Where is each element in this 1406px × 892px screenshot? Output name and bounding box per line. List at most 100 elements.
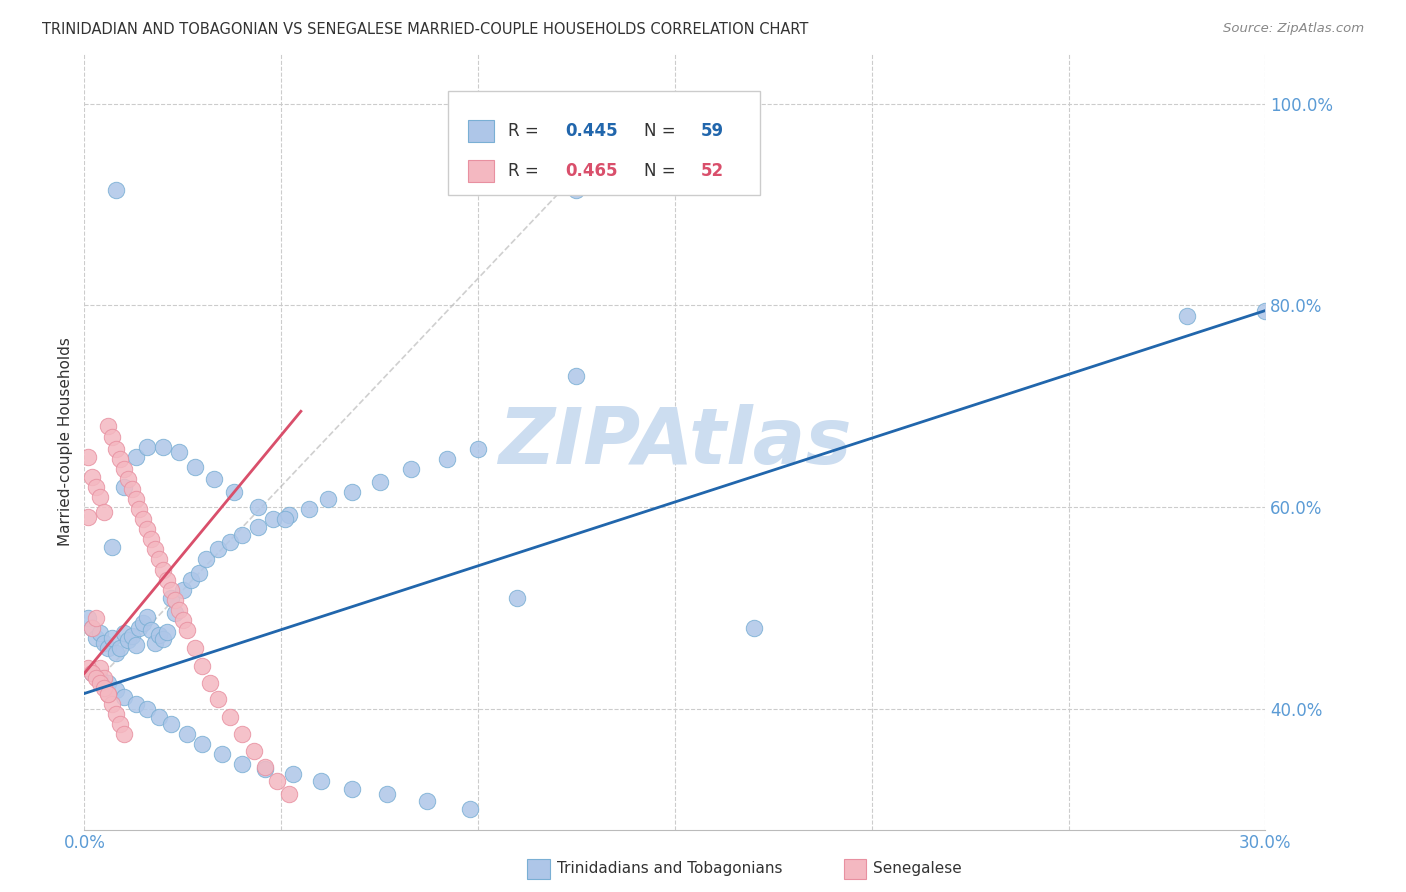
Point (124, 450, 146, 464)
Point (101, 429, 124, 443)
Point (101, 541, 124, 555)
Point (506, 591, 529, 605)
Point (742, 621, 765, 635)
Point (82, 621, 104, 635)
Point (84, 480, 107, 494)
Point (1175, 309, 1198, 323)
Point (101, 697, 124, 711)
Point (298, 502, 321, 516)
Point (101, 631, 124, 645)
Point (368, 475, 391, 489)
Point (93, 636, 115, 650)
Point (82, 666, 104, 681)
Point (112, 727, 135, 741)
Point (172, 613, 194, 627)
Point (340, 782, 363, 797)
Point (128, 502, 150, 516)
Point (132, 512, 155, 526)
Point (136, 522, 159, 536)
Point (222, 484, 245, 499)
Point (167, 603, 190, 617)
Point (112, 480, 135, 494)
Point (136, 701, 159, 715)
Point (93, 505, 115, 519)
Point (1254, 303, 1277, 318)
Point (77, 450, 100, 464)
FancyBboxPatch shape (468, 161, 494, 182)
Point (108, 451, 131, 466)
Point (309, 774, 332, 789)
Point (104, 183, 127, 197)
Point (124, 491, 146, 506)
Point (191, 659, 214, 673)
Point (377, 787, 399, 801)
Point (93, 672, 115, 686)
Point (112, 626, 135, 640)
Point (163, 606, 186, 620)
Point (104, 442, 127, 456)
Point (183, 459, 205, 474)
Point (202, 472, 225, 486)
Point (143, 636, 166, 650)
Text: ZIPAtlas: ZIPAtlas (498, 403, 852, 480)
Point (93, 681, 115, 696)
Point (172, 582, 194, 597)
Point (112, 462, 135, 476)
Point (152, 562, 174, 576)
Point (565, 369, 588, 384)
Point (160, 591, 183, 605)
Point (436, 451, 458, 466)
Point (467, 442, 489, 456)
Point (84, 672, 107, 686)
Point (97, 686, 120, 700)
Text: R =: R = (509, 121, 544, 140)
Point (89, 676, 111, 690)
Point (246, 520, 269, 534)
Point (160, 716, 183, 731)
Point (242, 744, 264, 758)
Point (274, 512, 297, 526)
Text: Trinidadians and Tobagonians: Trinidadians and Tobagonians (557, 862, 782, 876)
Point (141, 533, 163, 547)
Point (156, 573, 179, 587)
Point (77, 611, 100, 625)
Point (565, 183, 588, 197)
Point (254, 762, 277, 776)
Point (82, 621, 104, 635)
Point (97, 676, 120, 690)
Point (281, 767, 304, 781)
Point (399, 462, 422, 476)
Point (266, 774, 288, 789)
Point (231, 528, 253, 542)
Point (200, 676, 222, 690)
Point (97, 686, 120, 700)
Point (207, 691, 229, 706)
Text: N =: N = (644, 121, 681, 140)
Point (143, 542, 166, 557)
Point (121, 629, 143, 643)
Point (152, 440, 174, 454)
Point (132, 615, 155, 630)
Point (82, 666, 104, 681)
Point (77, 510, 100, 524)
Text: R =: R = (509, 162, 544, 180)
Point (104, 706, 127, 721)
Text: 52: 52 (700, 162, 724, 180)
Point (254, 760, 277, 774)
Text: 0.445: 0.445 (565, 121, 617, 140)
Point (231, 727, 253, 741)
Point (89, 661, 111, 675)
Point (89, 626, 111, 640)
Point (219, 709, 242, 723)
Point (124, 697, 146, 711)
Point (117, 633, 139, 648)
Point (108, 641, 131, 656)
Point (89, 490, 111, 504)
Text: TRINIDADIAN AND TOBAGONIAN VS SENEGALESE MARRIED-COUPLE HOUSEHOLDS CORRELATION C: TRINIDADIAN AND TOBAGONIAN VS SENEGALESE… (42, 22, 808, 37)
Point (183, 641, 205, 656)
Text: N =: N = (644, 162, 681, 180)
Point (104, 683, 127, 698)
Point (148, 552, 170, 566)
Point (136, 440, 159, 454)
Point (104, 646, 127, 660)
